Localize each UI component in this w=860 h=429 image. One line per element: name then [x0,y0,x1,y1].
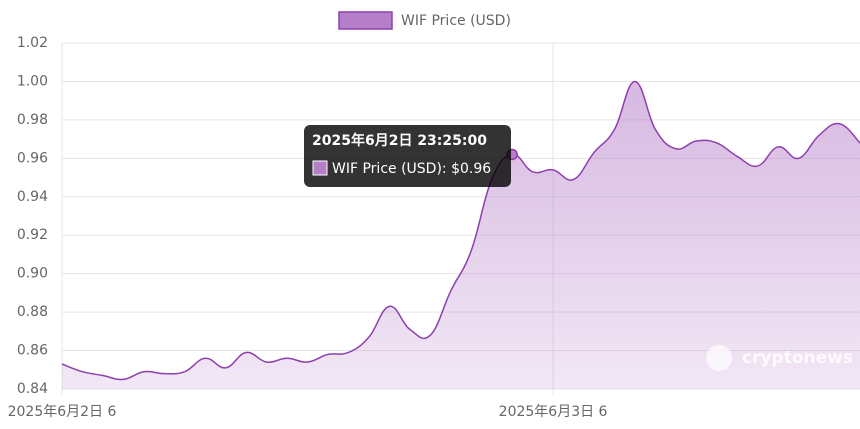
price-line [61,80,860,381]
y-tick-label: 0.96 [17,150,48,166]
x-tick-label: 2025年6月2日 6 [8,404,117,420]
tooltip-title: 2025年6月2日 23:25:00 [312,132,487,149]
area-fill [62,81,860,389]
y-tick-label: 0.92 [17,227,48,243]
y-tick-label: 0.88 [17,304,48,320]
tooltip-label: WIF Price (USD): $0.96 [332,161,491,177]
y-tick-label: 0.98 [17,112,48,128]
y-tick-label: 0.86 [17,343,48,359]
watermark: cryptonews [742,348,853,368]
y-tick-label: 1.02 [17,35,48,51]
y-tick-label: 0.90 [17,266,48,282]
legend-label: WIF Price (USD) [401,13,511,29]
y-tick-label: 0.94 [17,189,48,205]
watermark-logo [706,345,732,371]
legend-swatch [338,11,393,30]
x-tick-label: 2025年6月3日 6 [499,404,608,420]
y-tick-label: 1.00 [17,73,48,89]
tooltip-box [304,125,511,187]
tooltip-swatch [312,160,328,176]
y-tick-label: 0.84 [17,381,48,397]
